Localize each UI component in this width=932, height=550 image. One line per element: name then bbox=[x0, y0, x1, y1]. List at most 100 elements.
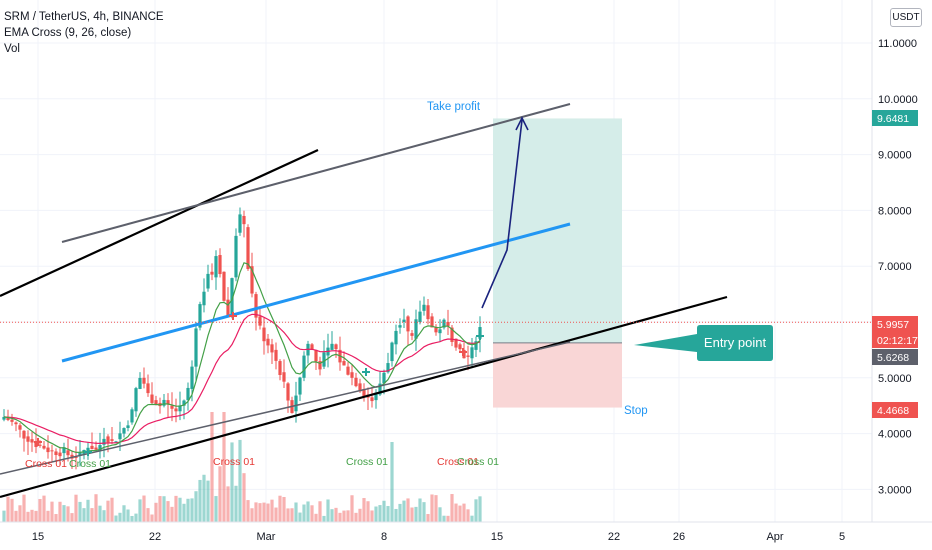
candle-body bbox=[182, 400, 186, 406]
volume-bar bbox=[254, 502, 258, 522]
volume-bar bbox=[334, 507, 338, 522]
volume-bar bbox=[282, 496, 286, 522]
candle-body bbox=[198, 304, 202, 328]
volume-bar bbox=[178, 497, 182, 522]
volume-bar bbox=[422, 502, 426, 522]
candle-body bbox=[54, 451, 58, 456]
volume-bar bbox=[286, 508, 290, 522]
candle-body bbox=[98, 445, 102, 451]
volume-bar bbox=[278, 495, 282, 522]
candle-body bbox=[234, 235, 238, 278]
volume-bar bbox=[374, 506, 378, 522]
volume-bars bbox=[2, 412, 482, 522]
candle-body bbox=[242, 215, 246, 225]
volume-bar bbox=[122, 505, 126, 522]
ema-lines bbox=[3, 262, 481, 454]
candle-body bbox=[442, 319, 446, 328]
upper-trendline-black bbox=[0, 149, 319, 297]
price-tag-bg bbox=[872, 349, 918, 365]
volume-bar bbox=[194, 491, 198, 522]
volume-bar bbox=[186, 498, 190, 522]
volume-bar bbox=[274, 507, 278, 522]
price-tag-bg bbox=[872, 316, 918, 332]
volume-bar bbox=[366, 501, 370, 522]
volume-bar bbox=[98, 505, 102, 522]
time-tick-label: 22 bbox=[149, 531, 161, 543]
volume-bar bbox=[10, 498, 14, 522]
candle-body bbox=[226, 299, 230, 317]
volume-bar bbox=[58, 501, 62, 522]
candle-body bbox=[466, 355, 470, 357]
candle-body bbox=[374, 392, 378, 401]
stop-label: Stop bbox=[624, 405, 648, 417]
candle-body bbox=[166, 400, 170, 405]
time-tick-label: Mar bbox=[257, 531, 276, 543]
candle-body bbox=[238, 214, 242, 233]
candle-body bbox=[398, 325, 402, 328]
trend-lines[interactable] bbox=[0, 103, 872, 499]
indicator-volume[interactable]: Vol bbox=[4, 43, 20, 55]
take-profit-label: Take profit bbox=[427, 101, 481, 113]
candle-body bbox=[378, 383, 382, 395]
volume-bar bbox=[326, 499, 330, 522]
volume-bar bbox=[270, 499, 274, 522]
price-axis-bg[interactable] bbox=[872, 0, 932, 522]
candle-body bbox=[418, 311, 422, 322]
candle-body bbox=[334, 344, 338, 350]
volume-bar bbox=[386, 506, 390, 522]
volume-bar bbox=[198, 479, 202, 522]
candle-body bbox=[278, 361, 282, 375]
time-tick-label: 15 bbox=[491, 531, 503, 543]
symbol-title[interactable]: SRM / TetherUS, 4h, BINANCE bbox=[4, 11, 164, 23]
volume-bar bbox=[358, 508, 362, 522]
volume-bar bbox=[230, 442, 234, 522]
time-tick-label: 15 bbox=[32, 531, 44, 543]
price-tag-text: 9.6481 bbox=[877, 113, 909, 125]
price-tags: 9.6481 5.9957 02:12:17 5.6268 4.4668 bbox=[872, 110, 918, 418]
volume-bar bbox=[362, 498, 366, 522]
volume-bar bbox=[42, 495, 46, 522]
volume-bar bbox=[466, 509, 470, 522]
candle-body bbox=[62, 447, 66, 454]
time-tick-label: 26 bbox=[673, 531, 685, 543]
volume-bar bbox=[306, 501, 310, 522]
volume-bar bbox=[322, 515, 326, 522]
candle-body bbox=[154, 400, 158, 406]
annotations: Cross 01 Cross 01 Cross 01 Cross 01 Cross 01… bbox=[25, 101, 773, 470]
candle-body bbox=[114, 441, 118, 443]
candle-body bbox=[142, 377, 146, 384]
volume-bar bbox=[118, 512, 122, 522]
projection-path bbox=[481, 119, 523, 309]
candle-body bbox=[150, 394, 154, 403]
volume-bar bbox=[166, 501, 170, 522]
volume-bar bbox=[22, 494, 26, 522]
volume-bar bbox=[442, 515, 446, 522]
candle-body bbox=[318, 361, 322, 370]
entry-point-callout bbox=[634, 325, 773, 361]
price-tick-label: 8.0000 bbox=[878, 205, 912, 217]
volume-bar bbox=[94, 494, 98, 522]
currency-button[interactable]: USDT bbox=[890, 8, 922, 27]
candle-body bbox=[350, 372, 354, 378]
volume-bar bbox=[394, 508, 398, 522]
volume-bar bbox=[74, 494, 78, 522]
volume-bar bbox=[294, 502, 298, 522]
volume-bar bbox=[190, 498, 194, 522]
volume-bar bbox=[222, 412, 226, 522]
indicator-ema-cross[interactable]: EMA Cross (9, 26, close) bbox=[4, 27, 132, 39]
candle-body bbox=[402, 319, 406, 322]
volume-bar bbox=[250, 508, 254, 522]
cross-label: Cross 01 bbox=[69, 458, 111, 470]
stop-loss-zone bbox=[493, 342, 622, 408]
candle-body bbox=[174, 408, 178, 412]
volume-bar bbox=[310, 505, 314, 522]
volume-bar bbox=[350, 495, 354, 522]
candle-body bbox=[66, 450, 70, 456]
volume-bar bbox=[330, 509, 334, 522]
price-tag-bg bbox=[872, 110, 918, 126]
candle-body bbox=[470, 347, 474, 359]
candle-body bbox=[362, 388, 366, 398]
volume-bar bbox=[218, 466, 222, 522]
volume-bar bbox=[150, 514, 154, 522]
